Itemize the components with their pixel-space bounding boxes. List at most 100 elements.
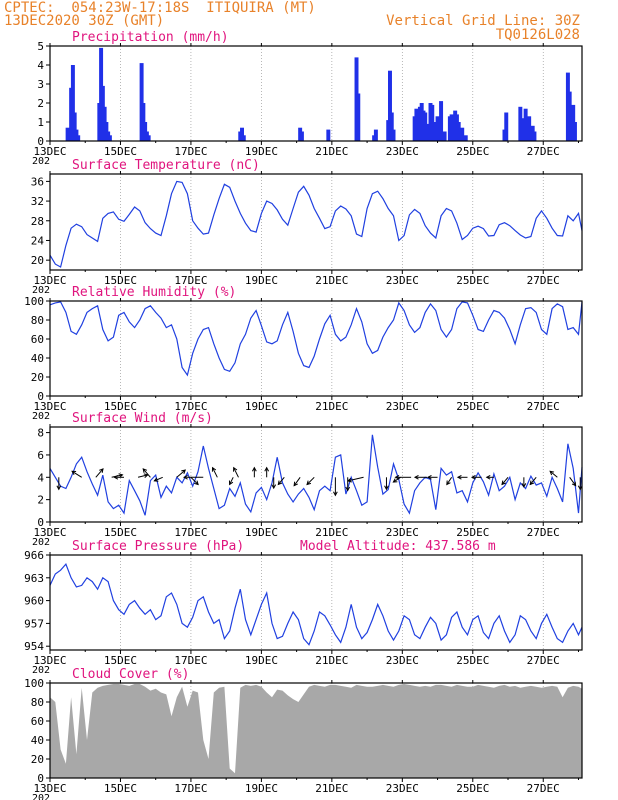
wind-arrow-head	[181, 469, 187, 475]
wind-arrow-head	[228, 480, 234, 486]
wind-xtick-label: 21DEC	[315, 526, 348, 539]
pres-ytick-label: 960	[24, 595, 44, 608]
temp-year-label: 202	[32, 285, 50, 296]
wind-ytick-label: 0	[37, 516, 44, 529]
cloud-xtick-label: 17DEC	[174, 782, 207, 795]
cloud-frame	[49, 682, 583, 779]
wind-arrow-shaft	[529, 476, 537, 485]
precip-ytick-label: 5	[37, 40, 44, 53]
header-date: 13DEC2020 30Z (GMT)	[4, 13, 165, 29]
wind-ytick-label: 6	[37, 449, 44, 462]
wind-xtick-label: 13DEC	[33, 526, 66, 539]
rh-xtick-label: 15DEC	[104, 400, 137, 413]
precip-ytick-label: 2	[37, 97, 44, 110]
wind-arrow-head	[183, 474, 188, 480]
wind-arrow-head	[346, 477, 352, 483]
wind-ytick-label: 8	[37, 427, 44, 440]
wind-arrow-shaft	[233, 467, 239, 478]
precip-ytick-label: 4	[37, 59, 44, 72]
precip-bar	[439, 101, 444, 141]
wind-arrow-shaft	[549, 470, 558, 478]
pres-xtick-label: 19DEC	[245, 654, 278, 667]
temp-xtick-label: 19DEC	[245, 274, 278, 287]
precip-xtick-label: 25DEC	[456, 145, 489, 158]
rh-xtick-label: 23DEC	[386, 400, 419, 413]
temp-xtick-label: 27DEC	[527, 274, 560, 287]
precip-bar	[373, 129, 378, 141]
precip-ytick-label: 0	[37, 135, 44, 148]
precip-bar	[326, 129, 331, 141]
wind-arrow-shaft	[393, 476, 401, 483]
precip-xtick-label: 19DEC	[245, 145, 278, 158]
wind-arrow-shaft	[190, 476, 199, 485]
precip-bar	[241, 135, 246, 141]
wind-arrow-head	[143, 473, 149, 478]
cloud-ytick-label: 20	[31, 753, 44, 766]
wind-arrow-head	[549, 470, 555, 476]
wind-arrow-head	[392, 478, 398, 483]
pres-title: Surface Pressure (hPa)	[72, 539, 244, 554]
precip-bar	[146, 135, 151, 141]
wind-line	[49, 434, 583, 516]
temp-ytick-label: 32	[31, 195, 44, 208]
precip-bar	[424, 123, 429, 141]
wind-arrow-head	[142, 468, 148, 473]
pres-ytick-label: 957	[24, 617, 44, 630]
wind-arrow-head	[306, 480, 312, 486]
model-altitude-label: Model Altitude: 437.586 m	[300, 539, 496, 554]
temp-xtick-label: 21DEC	[315, 274, 348, 287]
cloud-xtick-label: 21DEC	[315, 782, 348, 795]
temp-frame	[49, 173, 583, 271]
temp-ytick-label: 28	[31, 215, 44, 228]
pres-xtick-label: 15DEC	[104, 654, 137, 667]
precip-bar	[76, 135, 81, 141]
temp-xtick-label: 25DEC	[456, 274, 489, 287]
cloud-ytick-label: 100	[24, 677, 44, 690]
wind-arrow-shaft	[347, 476, 364, 482]
wind-arrow-shaft	[212, 467, 218, 478]
precip-ytick-label: 3	[37, 78, 44, 91]
wind-arrow-head	[426, 474, 432, 480]
wind-arrow-head	[153, 477, 159, 482]
temp-xtick-label: 15DEC	[104, 274, 137, 287]
pres-ytick-label: 966	[24, 549, 44, 562]
pres-xtick-label: 21DEC	[315, 654, 348, 667]
wind-arrow-shaft	[71, 470, 82, 478]
wind-xtick-label: 17DEC	[174, 526, 207, 539]
wind-arrow-head	[345, 486, 351, 492]
rh-xtick-label: 27DEC	[527, 400, 560, 413]
wind-arrow-head	[271, 484, 277, 490]
wind-xtick-label: 15DEC	[104, 526, 137, 539]
wind-arrow-head	[118, 473, 124, 478]
precip-bar	[389, 112, 394, 141]
temp-ytick-label: 24	[31, 234, 45, 247]
precip-bar	[449, 114, 454, 141]
rh-year-label: 202	[32, 411, 50, 422]
cloud-xtick-label: 23DEC	[386, 782, 419, 795]
wind-arrow-head	[501, 480, 506, 486]
wind-xtick-label: 19DEC	[245, 526, 278, 539]
precip-bar	[572, 122, 577, 141]
precip-xtick-label: 13DEC	[33, 145, 66, 158]
precip-bar	[460, 127, 465, 141]
wind-arrow-head	[333, 491, 338, 497]
precip-xtick-label: 27DEC	[527, 145, 560, 158]
rh-ytick-label: 40	[31, 352, 44, 365]
rh-xtick-label: 19DEC	[245, 400, 278, 413]
precip-bar	[356, 93, 361, 141]
rh-xtick-label: 13DEC	[33, 400, 66, 413]
wind-arrow-shaft	[229, 477, 234, 485]
cloud-area	[50, 684, 582, 778]
header-grid-line: Vertical Grid Line: 30Z	[386, 13, 580, 29]
wind-arrow-head	[233, 466, 238, 472]
precip-xtick-label: 23DEC	[386, 145, 419, 158]
wind-arrow-head	[413, 474, 419, 480]
cloud-xtick-label: 19DEC	[245, 782, 278, 795]
wind-arrow-shaft	[293, 477, 301, 486]
wind-arrow-head	[113, 474, 119, 480]
precip-bar	[240, 127, 244, 141]
wind-arrow-shaft	[501, 476, 509, 485]
temp-xtick-label: 17DEC	[174, 274, 207, 287]
temp-line	[49, 180, 583, 268]
pres-frame	[49, 554, 583, 651]
